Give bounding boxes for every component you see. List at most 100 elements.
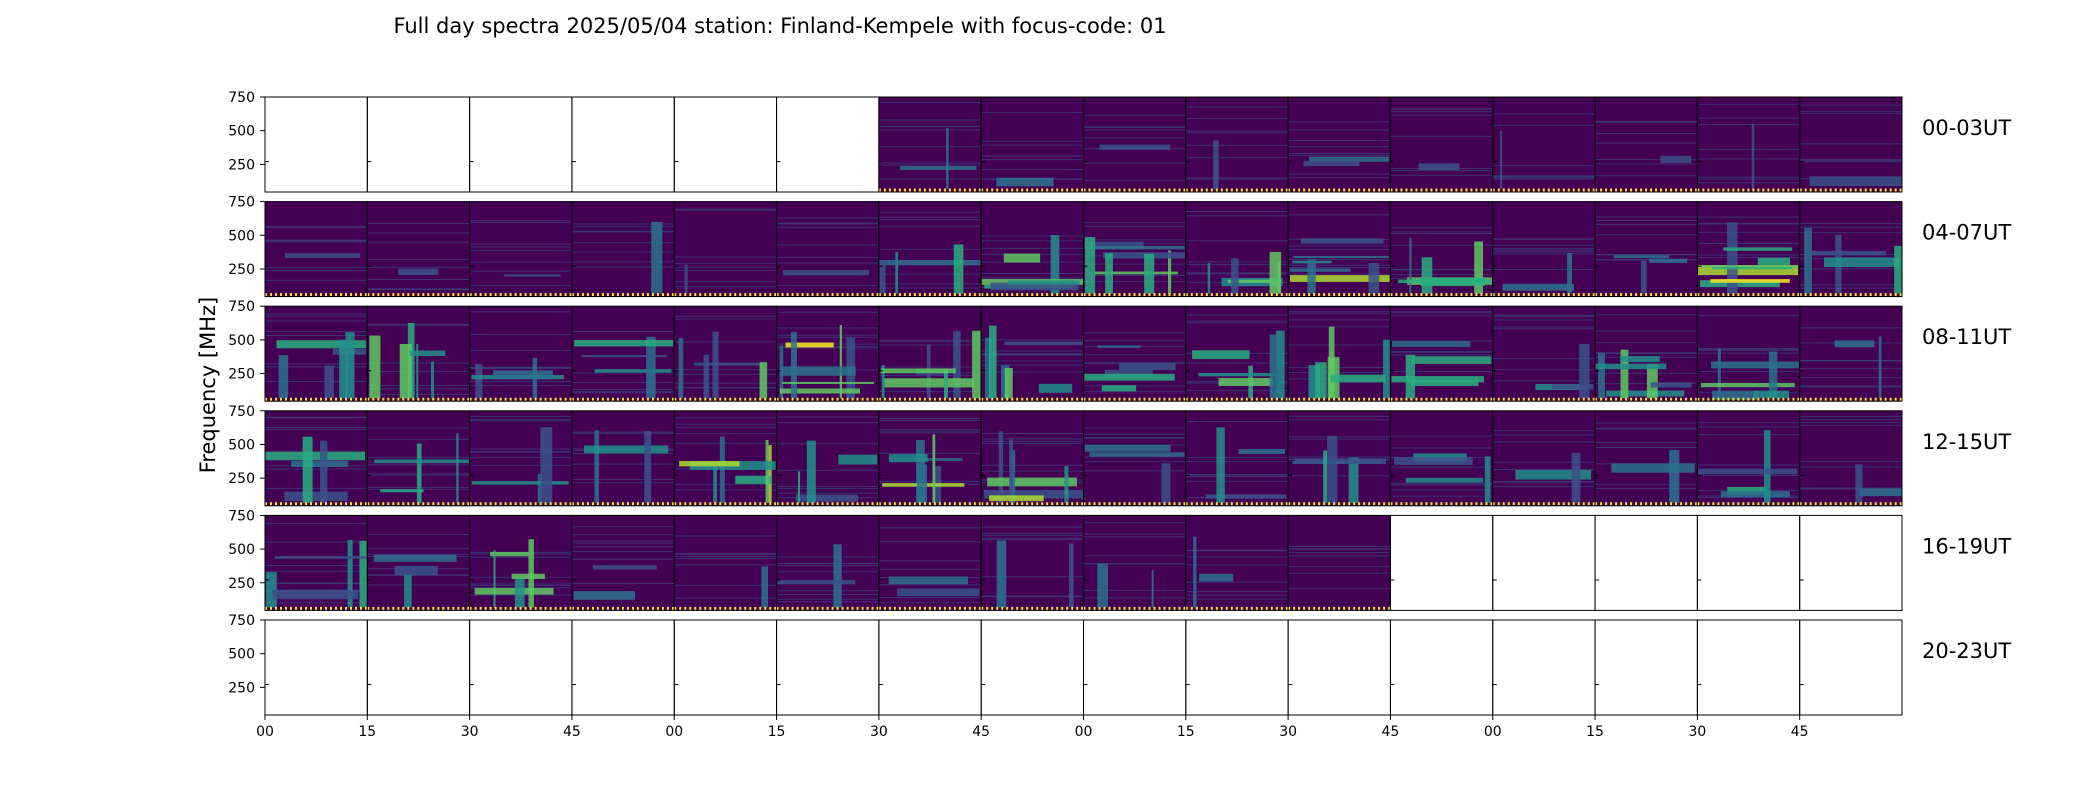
spectrogram-panel <box>878 410 982 507</box>
noise-line <box>571 551 675 553</box>
noise-line <box>1288 587 1391 589</box>
noise-line <box>1492 314 1596 316</box>
noise-line <box>1390 232 1493 234</box>
noise-line <box>571 381 675 383</box>
activity-band <box>987 477 1077 487</box>
noise-line <box>1697 254 1800 256</box>
noise-line <box>1492 469 1596 471</box>
panel-frame <box>571 619 675 716</box>
row-time-label: 04-07UT <box>1922 221 2011 245</box>
noise-line <box>1595 259 1698 261</box>
spectrogram-background <box>571 306 675 402</box>
x-axis-ticks: 00 15 30 45 00 15 30 45 00 15 30 45 00 15 30 45 <box>256 715 1809 740</box>
x-tick-label: 15 <box>1177 724 1195 740</box>
noise-line <box>1185 106 1289 108</box>
activity-band <box>1084 241 1144 250</box>
panel-frame <box>1083 619 1187 716</box>
noise-line <box>1799 487 1902 489</box>
noise-line <box>367 394 470 396</box>
y-tick-label: 500 <box>228 542 255 558</box>
noise-line <box>571 542 675 544</box>
activity-band <box>795 494 859 502</box>
noise-line <box>1288 548 1391 550</box>
activity-band <box>1698 265 1798 268</box>
noise-line <box>1390 466 1493 468</box>
spectrogram-panel <box>1492 201 1596 298</box>
noise-line <box>878 211 982 213</box>
noise-line <box>878 541 982 543</box>
activity-band <box>537 474 543 503</box>
activity-band <box>416 343 419 399</box>
activity-band <box>345 332 355 399</box>
spectrogram-background <box>674 306 777 402</box>
noise-line <box>1697 348 1800 350</box>
noise-line <box>981 235 1084 237</box>
activity-band <box>592 565 657 570</box>
noise-line <box>1288 258 1391 260</box>
noise-line <box>878 527 982 529</box>
noise-line <box>1595 330 1698 332</box>
activity-band <box>953 244 964 294</box>
noise-line <box>1492 253 1596 255</box>
noise-line <box>1799 418 1902 420</box>
y-tick-label: 250 <box>228 576 255 592</box>
y-tick-label: 750 <box>228 613 255 629</box>
noise-line <box>1390 315 1493 317</box>
noise-line <box>571 583 675 585</box>
spectrogram-panel <box>1287 514 1391 611</box>
activity-band <box>900 166 977 170</box>
activity-band <box>990 282 1079 291</box>
activity-band <box>284 253 361 258</box>
x-tick-label: 00 <box>665 724 683 740</box>
activity-band <box>511 573 545 580</box>
noise-line <box>265 487 368 489</box>
noise-line <box>776 222 879 224</box>
noise-line <box>878 273 982 275</box>
noise-line <box>367 385 470 387</box>
spectrogram-panel <box>469 96 573 193</box>
activity-band <box>1094 271 1179 275</box>
noise-line <box>469 464 572 466</box>
noise-line <box>571 540 675 542</box>
noise-line <box>1492 358 1596 360</box>
spectrogram-panel <box>264 619 368 716</box>
activity-band <box>880 368 956 374</box>
activity-band <box>1834 340 1875 348</box>
spectrogram-panel <box>980 410 1084 507</box>
noise-line <box>1288 312 1391 314</box>
noise-line <box>674 263 777 265</box>
panel-frame <box>1799 96 1903 193</box>
panel-frame <box>1492 514 1596 611</box>
noise-line <box>674 535 777 537</box>
activity-band <box>1289 268 1351 272</box>
noise-line <box>776 347 879 349</box>
noise-line <box>367 266 470 268</box>
spectrogram-panel <box>1492 514 1596 611</box>
noise-line <box>1799 287 1902 289</box>
spectrogram-panel <box>776 619 880 716</box>
noise-line <box>878 146 982 148</box>
noise-line <box>469 381 572 383</box>
noise-line <box>1083 522 1186 524</box>
noise-line <box>1083 427 1186 429</box>
spectrogram-panel <box>1287 619 1391 716</box>
spectrogram-panel <box>1594 514 1698 611</box>
x-tick-label: 15 <box>768 724 786 740</box>
noise-line <box>1083 114 1186 116</box>
spectrogram-panel <box>673 201 778 298</box>
noise-line <box>1288 566 1391 568</box>
noise-line <box>1595 427 1698 429</box>
noise-line <box>776 488 879 490</box>
noise-line <box>1390 489 1493 491</box>
spectrogram-panel <box>1594 305 1698 402</box>
noise-line <box>1288 419 1391 421</box>
noise-line <box>1083 274 1186 276</box>
noise-line <box>878 339 982 341</box>
activity-band <box>1161 463 1171 503</box>
noise-line <box>776 563 879 565</box>
activity-band <box>456 433 459 503</box>
noise-line <box>878 430 982 432</box>
activity-band <box>374 459 470 464</box>
spectrogram-panel <box>1185 514 1289 611</box>
spectrogram-background <box>1390 97 1493 192</box>
